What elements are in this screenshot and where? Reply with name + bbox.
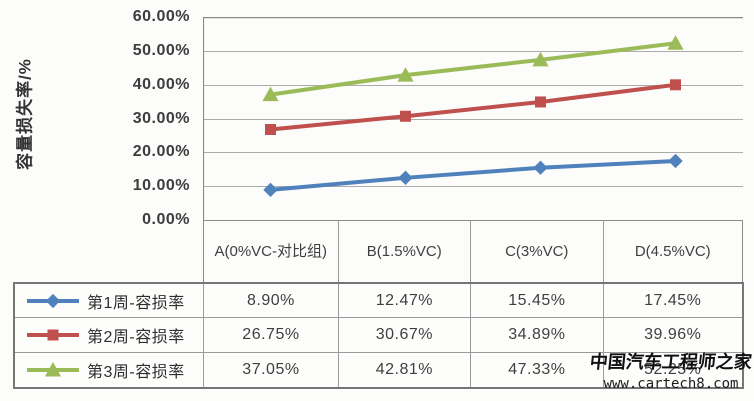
value-cell: 47.33%: [471, 352, 604, 387]
column-header: C(3%VC): [471, 221, 604, 282]
diamond-marker: [45, 293, 61, 308]
diamond-marker: [668, 153, 683, 169]
y-tick-label: 20.00%: [132, 143, 190, 161]
diamond-marker: [398, 170, 413, 185]
triangle-marker: [262, 86, 279, 102]
diamond-marker: [533, 160, 548, 175]
value-cell: 17.45%: [603, 284, 742, 319]
legend-cell: 第1周-容损率: [15, 284, 205, 319]
y-tick-label: 10.00%: [132, 177, 190, 195]
value-cell: 34.89%: [471, 318, 604, 353]
y-tick-label: 60.00%: [132, 8, 190, 25]
y-tick-label: 40.00%: [132, 75, 190, 93]
legend-cell: 第3周-容损率: [15, 352, 205, 387]
value-cell: 52.25%: [644, 360, 702, 378]
square-marker: [670, 79, 681, 91]
series-line: [270, 158, 676, 192]
y-tick-label: 30.00%: [132, 109, 190, 127]
y-tick-label: 0.00%: [142, 211, 190, 228]
plot-area: [203, 17, 743, 220]
value-cell: 26.75%: [204, 318, 339, 353]
value-cell: 12.47%: [338, 284, 472, 319]
square-marker: [535, 96, 546, 108]
square-marker: [400, 110, 411, 122]
series-line: [270, 41, 676, 97]
value-cell: 30.67%: [338, 318, 472, 353]
value-cell: 37.05%: [204, 352, 339, 387]
triangle-marker: [532, 51, 549, 67]
square-marker: [265, 123, 276, 135]
table-header-row: A(0%VC-对比组) B(1.5%VC) C(3%VC) D(4.5%VC): [203, 220, 743, 282]
series-name-label: 第3周-容损率: [87, 363, 185, 381]
column-header: A(0%VC-对比组): [204, 221, 339, 282]
legend-cell: 第2周-容损率: [15, 318, 205, 353]
series-name-label: 第1周-容损率: [87, 294, 185, 312]
triangle-marker: [667, 35, 684, 50]
value-cell: 39.96%: [603, 318, 742, 353]
series-line: [270, 82, 676, 132]
legend-key-icon: [27, 293, 79, 308]
series-name-label: 第2周-容损率: [87, 328, 185, 346]
value-cell: 8.90%: [204, 284, 339, 319]
triangle-marker: [397, 67, 414, 82]
y-axis-title: 容量损失率/%: [15, 58, 35, 170]
legend-key-icon: [27, 329, 79, 341]
diamond-marker: [263, 182, 278, 198]
y-tick-label: 50.00%: [132, 41, 190, 59]
column-header: B(1.5%VC): [339, 221, 471, 282]
triangle-marker: [44, 361, 62, 377]
column-header: D(4.5%VC): [634, 242, 711, 260]
value-cell: 42.81%: [339, 352, 472, 387]
value-cell: 15.45%: [471, 284, 604, 319]
square-marker: [47, 329, 59, 341]
legend-key-icon: [27, 361, 79, 377]
data-table: 第1周-容损率 8.90% 12.47% 15.45% 17.45% 第2周-容损率 26.…: [13, 282, 744, 389]
